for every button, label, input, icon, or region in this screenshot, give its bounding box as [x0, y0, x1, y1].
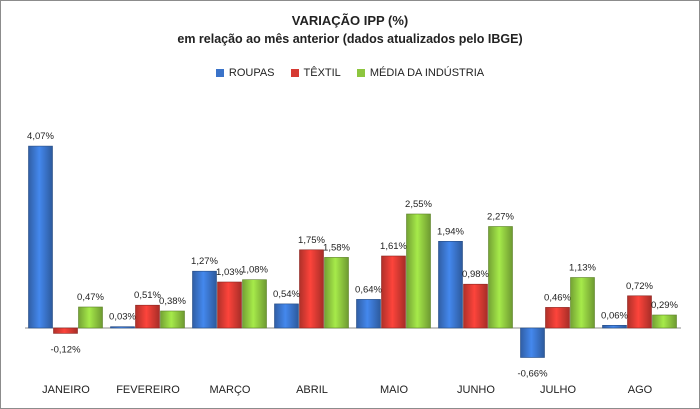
data-label: 0,38%: [159, 296, 186, 307]
bar-têxtil-3: [299, 249, 324, 329]
data-label: 2,55%: [405, 199, 432, 210]
data-label: 0,98%: [462, 269, 489, 280]
chart-title: VARIAÇÃO IPP (%): [291, 13, 409, 28]
legend-entry-textil: TÊXTIL: [290, 67, 341, 79]
legend-label-textil: TÊXTIL: [303, 67, 341, 79]
bar-roupas-1: [110, 326, 135, 329]
bar-média-5: [488, 226, 513, 329]
bar-média-1: [160, 310, 185, 329]
bar-roupas-3: [274, 303, 299, 329]
bar-média-4: [406, 213, 431, 329]
bar-roupas-6: [520, 327, 545, 358]
bar-têxtil-1: [135, 304, 160, 329]
data-label: 0,03%: [109, 312, 136, 323]
x-tick-label: FEVEREIRO: [116, 384, 180, 396]
data-label: 0,51%: [134, 290, 161, 301]
data-label: 1,94%: [437, 226, 464, 237]
data-label: 1,27%: [191, 256, 218, 267]
legend-swatch-roupas: [215, 69, 224, 77]
data-label: 0,47%: [77, 292, 104, 303]
data-label: 0,54%: [273, 289, 300, 300]
bar-roupas-4: [356, 299, 381, 329]
legend-label-roupas: ROUPAS: [228, 67, 275, 79]
data-label: 2,27%: [487, 212, 514, 223]
data-label: 1,13%: [569, 263, 596, 274]
bar-roupas-5: [438, 241, 463, 329]
data-label: 4,07%: [27, 131, 54, 142]
bar-roupas-2: [192, 270, 217, 329]
data-label: 1,08%: [241, 265, 268, 276]
x-tick-label: AGO: [628, 384, 653, 396]
data-label: 1,75%: [298, 235, 325, 246]
legend-entry-media: MÉDIA DA INDÚSTRIA: [356, 67, 485, 79]
data-label: -0,66%: [517, 369, 548, 380]
bar-média-0: [78, 306, 103, 329]
bar-roupas-7: [602, 324, 627, 329]
bar-têxtil-0: [53, 327, 78, 334]
data-label: 0,64%: [355, 284, 382, 295]
legend-swatch-media: [356, 69, 365, 77]
data-label: 1,03%: [216, 267, 243, 278]
chart-subtitle: em relação ao mês anterior (dados atuali…: [177, 32, 523, 46]
bar-roupas-0: [28, 145, 53, 329]
x-tick-label: MAIO: [380, 384, 409, 396]
legend: ROUPAS TÊXTIL MÉDIA DA INDÚSTRIA: [1, 67, 699, 79]
bar-têxtil-5: [463, 283, 488, 329]
x-tick-label: JANEIRO: [42, 384, 90, 396]
bar-média-6: [570, 277, 595, 329]
legend-entry-roupas: ROUPAS: [215, 67, 275, 79]
data-label: 0,29%: [651, 300, 678, 311]
data-label: 1,61%: [380, 241, 407, 252]
data-label: 1,58%: [323, 242, 350, 253]
bar-têxtil-2: [217, 281, 242, 329]
x-tick-label: MARÇO: [210, 384, 251, 396]
x-tick-label: JUNHO: [457, 384, 495, 396]
bar-média-3: [324, 257, 349, 329]
bar-têxtil-4: [381, 255, 406, 329]
legend-swatch-textil: [290, 69, 299, 77]
data-label: -0,12%: [50, 344, 81, 355]
bar-média-2: [242, 279, 267, 329]
bar-média-7: [652, 314, 677, 329]
x-tick-label: JULHO: [540, 384, 577, 396]
bar-têxtil-7: [627, 295, 652, 329]
x-tick-label: ABRIL: [296, 384, 328, 396]
data-label: 0,72%: [626, 281, 653, 292]
legend-label-media: MÉDIA DA INDÚSTRIA: [369, 67, 485, 79]
data-label: 0,46%: [544, 292, 571, 303]
bar-têxtil-6: [545, 307, 570, 329]
data-label: 0,06%: [601, 310, 628, 321]
